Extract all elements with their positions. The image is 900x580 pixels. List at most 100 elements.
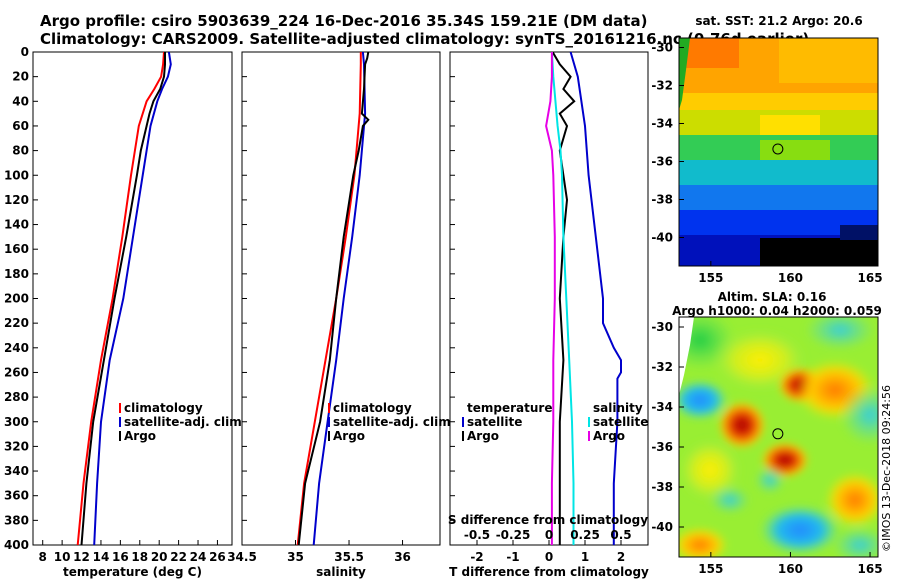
depth-tick-label: 20: [12, 70, 29, 84]
diff-legend-temperature-header: temperature: [467, 401, 552, 415]
sst-map-title: sat. SST: 21.2 Argo: 20.6: [695, 14, 862, 28]
depth-tick-label: 200: [4, 292, 29, 306]
salinity-series-argo: [297, 51, 370, 546]
differences-xtick-label: 0: [545, 550, 553, 564]
salinity-xtick-label: 35.5: [334, 550, 364, 564]
depth-tick-label: 160: [4, 242, 29, 256]
sst_map-ytick-label: -34: [651, 117, 673, 131]
figure-title-line-2: Climatology: CARS2009. Satellite-adjuste…: [40, 30, 810, 48]
sst_map-xtick-label: 160: [778, 271, 803, 285]
sla_map-xtick-label: 160: [778, 562, 803, 576]
difference-panel: -2 -1 0 1 2T difference from climatology -0.5…: [448, 51, 649, 579]
differences-series-s-satellite: [550, 51, 575, 545]
salinity-diff-axis-label: S difference from climatology: [448, 513, 648, 527]
diff-temperature-legend-label: satellite: [467, 415, 522, 429]
temperature-panel: 8 10 12 14 16 18 20 22 24 26020406080100120140160…: [4, 45, 246, 579]
diff-temperature-legend-label: Argo: [467, 429, 499, 443]
sst-map-frame: [678, 37, 879, 267]
sla-map-title-line-2: Argo h1000: 0.04 h2000: 0.059: [672, 304, 882, 318]
salinity-diff-tick-label: 0.5: [610, 528, 631, 542]
salinity-legend-label: satellite-adj. clim.: [333, 415, 455, 429]
differences-xlabel: T difference from climatology: [449, 565, 649, 579]
salinity-frame: [241, 51, 441, 546]
differences-xtick-label: -1: [506, 550, 519, 564]
salinity-legend-label: Argo: [333, 429, 365, 443]
diff-salinity-legend-label: satellite: [593, 415, 648, 429]
sst_map-ytick-label: -38: [651, 193, 673, 207]
depth-tick-label: 140: [4, 218, 29, 232]
sst-map-axes: 155 160 165 -30 -32 -34 -36 -38 -40: [651, 41, 882, 286]
salinity-xtick-label: 34.5: [227, 550, 257, 564]
differences-xtick-label: 2: [617, 550, 625, 564]
salinity-diff-tick-label: -0.5: [464, 528, 490, 542]
temperature-legend-label: satellite-adj. clim.: [124, 415, 246, 429]
depth-tick-label: 260: [4, 365, 29, 379]
temperature-xtick-label: 10: [54, 550, 71, 564]
sst_map-ytick-label: -32: [651, 79, 673, 93]
sla-map: Altim. SLA: 0.16 Argo h1000: 0.04 h2000:…: [651, 290, 882, 576]
temperature-legend-label: Argo: [124, 429, 156, 443]
sla-map-title-line-1: Altim. SLA: 0.16: [718, 290, 827, 304]
temperature-xlabel: temperature (deg C): [63, 565, 202, 579]
depth-tick-label: 400: [4, 538, 29, 552]
salinity-xtick-label: 36: [394, 550, 411, 564]
temperature-series-climatology: [76, 51, 165, 546]
depth-tick-label: 240: [4, 341, 29, 355]
temperature-xtick-label: 20: [151, 550, 168, 564]
sla_map-xtick-label: 155: [698, 562, 723, 576]
depth-tick-label: 380: [4, 513, 29, 527]
sst-argo-marker: [772, 143, 784, 155]
depth-tick-label: 360: [4, 489, 29, 503]
figure-title-line-1: Argo profile: csiro 5903639_224 16-Dec-2…: [40, 12, 648, 30]
temperature-xtick-label: 22: [170, 550, 187, 564]
temperature-xtick-label: 14: [93, 550, 110, 564]
depth-tick-label: 100: [4, 168, 29, 182]
differences-series-s-argo: [545, 52, 556, 545]
depth-tick-label: 220: [4, 316, 29, 330]
depth-tick-label: 40: [12, 94, 29, 108]
depth-tick-label: 320: [4, 439, 29, 453]
sla-map-axes: 155 160 165 -30 -32 -34 -36 -38 -40: [651, 320, 882, 576]
sla-argo-marker: [772, 428, 784, 440]
sla_map-ytick-label: -38: [651, 480, 673, 494]
temperature-series-argo: [80, 52, 166, 546]
sla-map-frame: [678, 316, 879, 558]
depth-tick-label: 0: [21, 45, 29, 59]
temperature-series-satellite-adj-clim-: [93, 51, 172, 546]
salinity-series-climatology: [296, 52, 362, 546]
diff-salinity-legend-label: Argo: [593, 429, 625, 443]
imos-timestamp: ©IMOS 13-Dec-2018 09:24:56: [880, 385, 893, 552]
temperature-xtick-label: 24: [190, 550, 207, 564]
sla_map-ytick-label: -32: [651, 360, 673, 374]
salinity-panel: 34.5 35 35.5 36 salinity climatologysatellite…: [227, 51, 455, 579]
temperature-xtick-label: 8: [39, 550, 47, 564]
temperature-xtick-label: 16: [112, 550, 129, 564]
differences-frame: [449, 51, 649, 546]
sla_map-ytick-label: -36: [651, 440, 673, 454]
salinity-xlabel: salinity: [316, 565, 366, 579]
salinity-diff-tick-label: 0.25: [570, 528, 600, 542]
temperature-xtick-label: 18: [131, 550, 148, 564]
temperature-xtick-label: 12: [73, 550, 90, 564]
depth-tick-label: 300: [4, 415, 29, 429]
sst_map-ytick-label: -36: [651, 155, 673, 169]
temperature-legend-label: climatology: [124, 401, 203, 415]
sla_map-ytick-label: -40: [651, 520, 673, 534]
temperature-frame: [32, 51, 233, 546]
depth-tick-label: 340: [4, 464, 29, 478]
temperature-xtick-label: 26: [209, 550, 226, 564]
sla-field: [679, 317, 878, 557]
sst_map-xtick-label: 165: [858, 271, 883, 285]
sla_map-ytick-label: -34: [651, 400, 673, 414]
salinity-diff-tick-label: -0.25: [496, 528, 531, 542]
differences-series-t-satellite: [569, 51, 622, 545]
depth-tick-label: 80: [12, 144, 29, 158]
sst_map-ytick-label: -30: [651, 41, 673, 55]
salinity-diff-tick-label: 0: [545, 528, 553, 542]
sst_map-xtick-label: 155: [698, 271, 723, 285]
diff-legend-salinity-header: salinity: [593, 401, 643, 415]
salinity-legend-label: climatology: [333, 401, 412, 415]
differences-xtick-label: -2: [470, 550, 483, 564]
depth-tick-label: 280: [4, 390, 29, 404]
